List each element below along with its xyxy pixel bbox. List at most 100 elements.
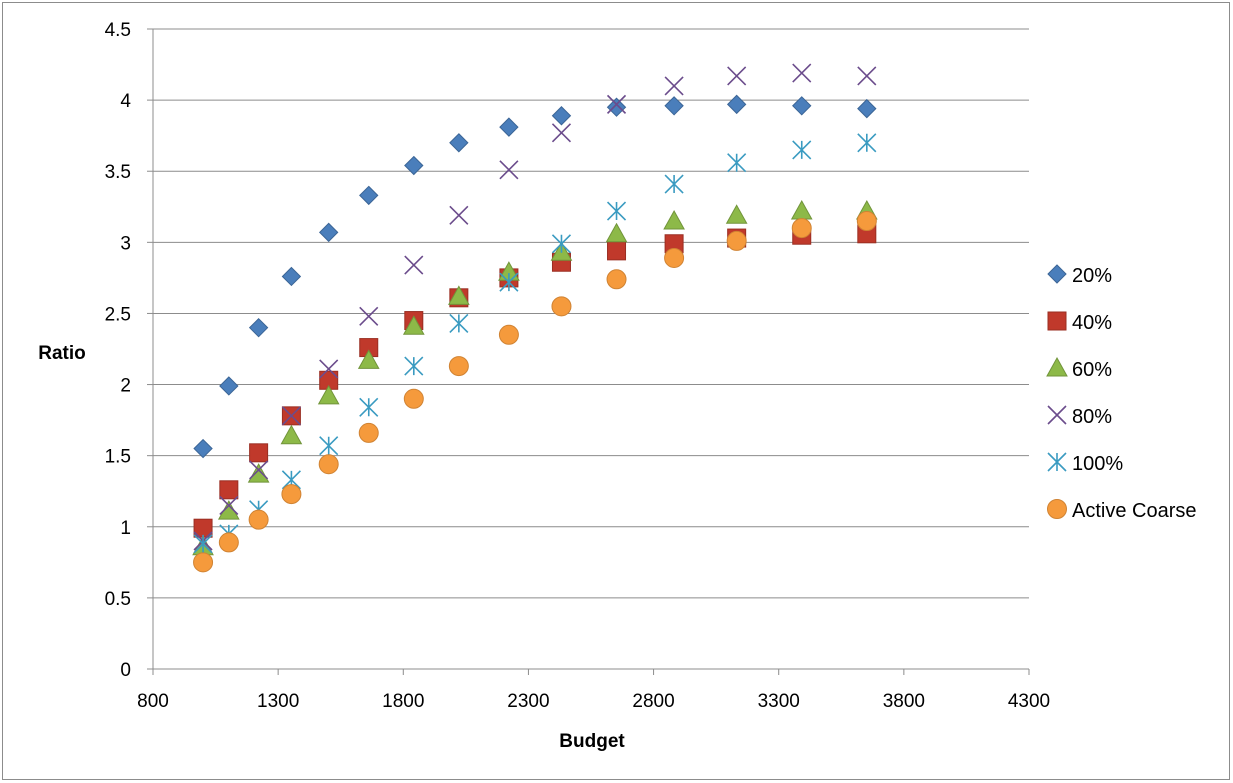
data-point — [857, 133, 877, 153]
data-point — [404, 255, 424, 275]
y-tick-label: 4.5 — [105, 20, 131, 41]
data-point — [607, 241, 627, 261]
y-tick-label: 1 — [120, 518, 131, 539]
legend-label: 20% — [1072, 265, 1112, 287]
data-point — [248, 317, 269, 338]
data-point — [219, 495, 239, 516]
x-tick-label: 1300 — [257, 691, 299, 712]
gridlines — [153, 28, 1029, 599]
data-point — [606, 97, 627, 117]
data-point — [856, 211, 877, 231]
data-point — [318, 222, 339, 243]
y-tick-label: 3.5 — [105, 162, 131, 183]
data-point — [402, 315, 425, 335]
data-point — [359, 306, 379, 326]
data-point — [281, 484, 302, 505]
series-20- — [193, 94, 877, 459]
data-point — [319, 359, 339, 379]
data-point — [449, 313, 469, 333]
data-point — [857, 98, 877, 119]
data-point — [606, 201, 627, 221]
data-point — [499, 117, 519, 137]
data-point — [358, 422, 379, 443]
series-active-coarse — [193, 211, 877, 573]
y-tick-label: 2 — [120, 376, 131, 397]
legend: 20% 40% 60% 80% 100% Active Coarse — [1046, 264, 1197, 522]
legend-item: 100% — [1047, 452, 1123, 475]
data-point — [193, 552, 214, 573]
legend-item: 80% — [1047, 405, 1112, 428]
data-point — [791, 218, 812, 239]
y-axis-title: Ratio — [38, 343, 86, 364]
axes: 0 0.5 1 1.5 2 2.5 3 3.5 4 4.5 800 1300 1800 2300 2800 3… — [105, 20, 1051, 712]
legend-item: 60% — [1046, 356, 1112, 381]
legend-marker — [1046, 356, 1068, 377]
x-tick-label: 3300 — [758, 691, 800, 712]
data-point — [726, 230, 747, 251]
legend-marker — [1047, 311, 1067, 331]
legend-label: 40% — [1072, 312, 1112, 334]
legend-item: Active Coarse — [1047, 499, 1197, 522]
data-point — [193, 438, 213, 459]
data-point — [664, 174, 684, 194]
data-point — [726, 94, 747, 115]
data-point — [792, 140, 812, 160]
data-point — [319, 436, 339, 456]
data-point — [551, 123, 572, 143]
legend-marker — [1047, 499, 1067, 519]
data-point — [790, 200, 813, 220]
data-point — [404, 155, 424, 176]
data-point — [404, 356, 424, 376]
data-point — [359, 185, 379, 206]
series-100- — [193, 133, 877, 554]
data-point — [219, 480, 239, 500]
data-point — [403, 388, 424, 409]
series-60- — [192, 200, 878, 556]
data-point — [248, 509, 269, 530]
legend-marker — [1047, 405, 1067, 425]
data-point — [249, 460, 269, 480]
data-point — [498, 324, 519, 345]
y-tick-label: 4 — [120, 91, 131, 112]
legend-marker — [1047, 452, 1067, 472]
data-point — [664, 247, 685, 268]
data-point — [551, 106, 572, 126]
data-point — [499, 160, 519, 180]
data-series — [192, 63, 878, 573]
data-point — [359, 397, 379, 417]
x-tick-label: 1800 — [382, 691, 424, 712]
data-point — [448, 356, 469, 377]
data-point — [664, 76, 684, 96]
legend-label: 100% — [1072, 453, 1123, 475]
data-point — [792, 96, 812, 116]
data-point — [857, 66, 877, 86]
data-point — [727, 66, 747, 86]
y-tick-label: 0 — [120, 660, 131, 681]
data-point — [664, 96, 684, 116]
legend-label: 80% — [1072, 406, 1112, 428]
legend-marker — [1047, 264, 1067, 284]
x-tick-label: 2300 — [507, 691, 549, 712]
data-point — [606, 269, 627, 290]
data-point — [551, 296, 572, 317]
data-point — [551, 234, 572, 254]
series-80- — [193, 63, 877, 551]
data-point — [193, 534, 213, 554]
data-point — [280, 424, 303, 445]
legend-item: 40% — [1047, 311, 1112, 334]
data-point — [727, 153, 747, 173]
legend-item: 20% — [1047, 264, 1112, 287]
data-point — [318, 454, 339, 475]
data-point — [447, 285, 470, 305]
data-point — [317, 384, 340, 405]
data-point — [663, 209, 685, 230]
data-point — [725, 204, 748, 224]
y-tick-label: 2.5 — [105, 304, 131, 325]
x-tick-label: 2800 — [632, 691, 674, 712]
legend-label: Active Coarse — [1072, 500, 1197, 522]
x-tick-label: 800 — [137, 691, 169, 712]
y-tick-label: 0.5 — [105, 589, 131, 610]
data-point — [357, 349, 380, 369]
